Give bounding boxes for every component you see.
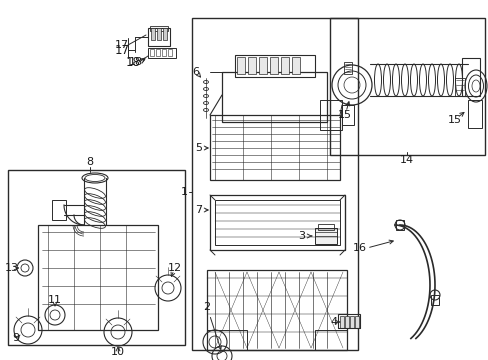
Bar [206,270,346,350]
Text: 2: 2 [203,302,221,349]
Bar [162,49,165,56]
Bar [337,314,359,328]
Text: 18: 18 [125,55,140,68]
Bar [314,330,346,350]
Text: 9: 9 [12,333,20,343]
Bar [247,57,256,74]
Bar [345,316,348,328]
Bar [467,100,481,128]
Bar [38,225,158,330]
Bar [354,316,358,328]
Text: 11: 11 [48,295,62,305]
Bar [163,28,167,40]
Bar [281,57,288,74]
Bar [156,49,160,56]
Text: 17: 17 [114,44,129,57]
Text: 15: 15 [447,115,461,125]
Bar [168,49,172,56]
Text: 15: 15 [337,110,351,120]
Bar [259,57,266,74]
Text: 12: 12 [167,263,182,273]
Bar [148,28,170,46]
Bar [235,55,314,77]
Bar [291,57,299,74]
Bar [454,78,464,96]
Text: 6: 6 [192,67,199,77]
Bar [150,49,154,56]
Bar [209,195,345,250]
Bar [192,18,357,350]
Bar [222,72,326,122]
Bar [341,105,353,125]
Bar [339,316,343,328]
Bar [329,18,484,155]
Bar [157,28,161,40]
Bar [314,228,336,244]
Bar [317,224,333,230]
Text: 16: 16 [352,243,366,253]
Bar [319,100,341,130]
Bar [209,115,339,180]
Bar [150,26,168,31]
Bar [343,62,351,74]
Bar [269,57,278,74]
Bar [151,28,155,40]
Bar [395,220,403,230]
Text: 3: 3 [298,231,305,241]
Bar [215,200,339,245]
Text: 14: 14 [399,155,413,165]
Bar [52,200,66,220]
Bar [349,316,353,328]
Text: 5: 5 [195,143,202,153]
Bar [430,295,438,305]
Text: 10: 10 [111,347,125,357]
Bar [206,330,246,350]
Text: 18: 18 [129,57,143,67]
Bar [148,48,176,58]
Bar [237,57,244,74]
Text: 7: 7 [195,205,202,215]
Text: 17: 17 [115,40,129,50]
Text: 4: 4 [330,317,337,327]
Bar [8,170,184,345]
Text: 1: 1 [180,187,187,197]
Text: 8: 8 [86,157,93,167]
Text: 13: 13 [5,263,19,273]
Bar [461,58,479,96]
